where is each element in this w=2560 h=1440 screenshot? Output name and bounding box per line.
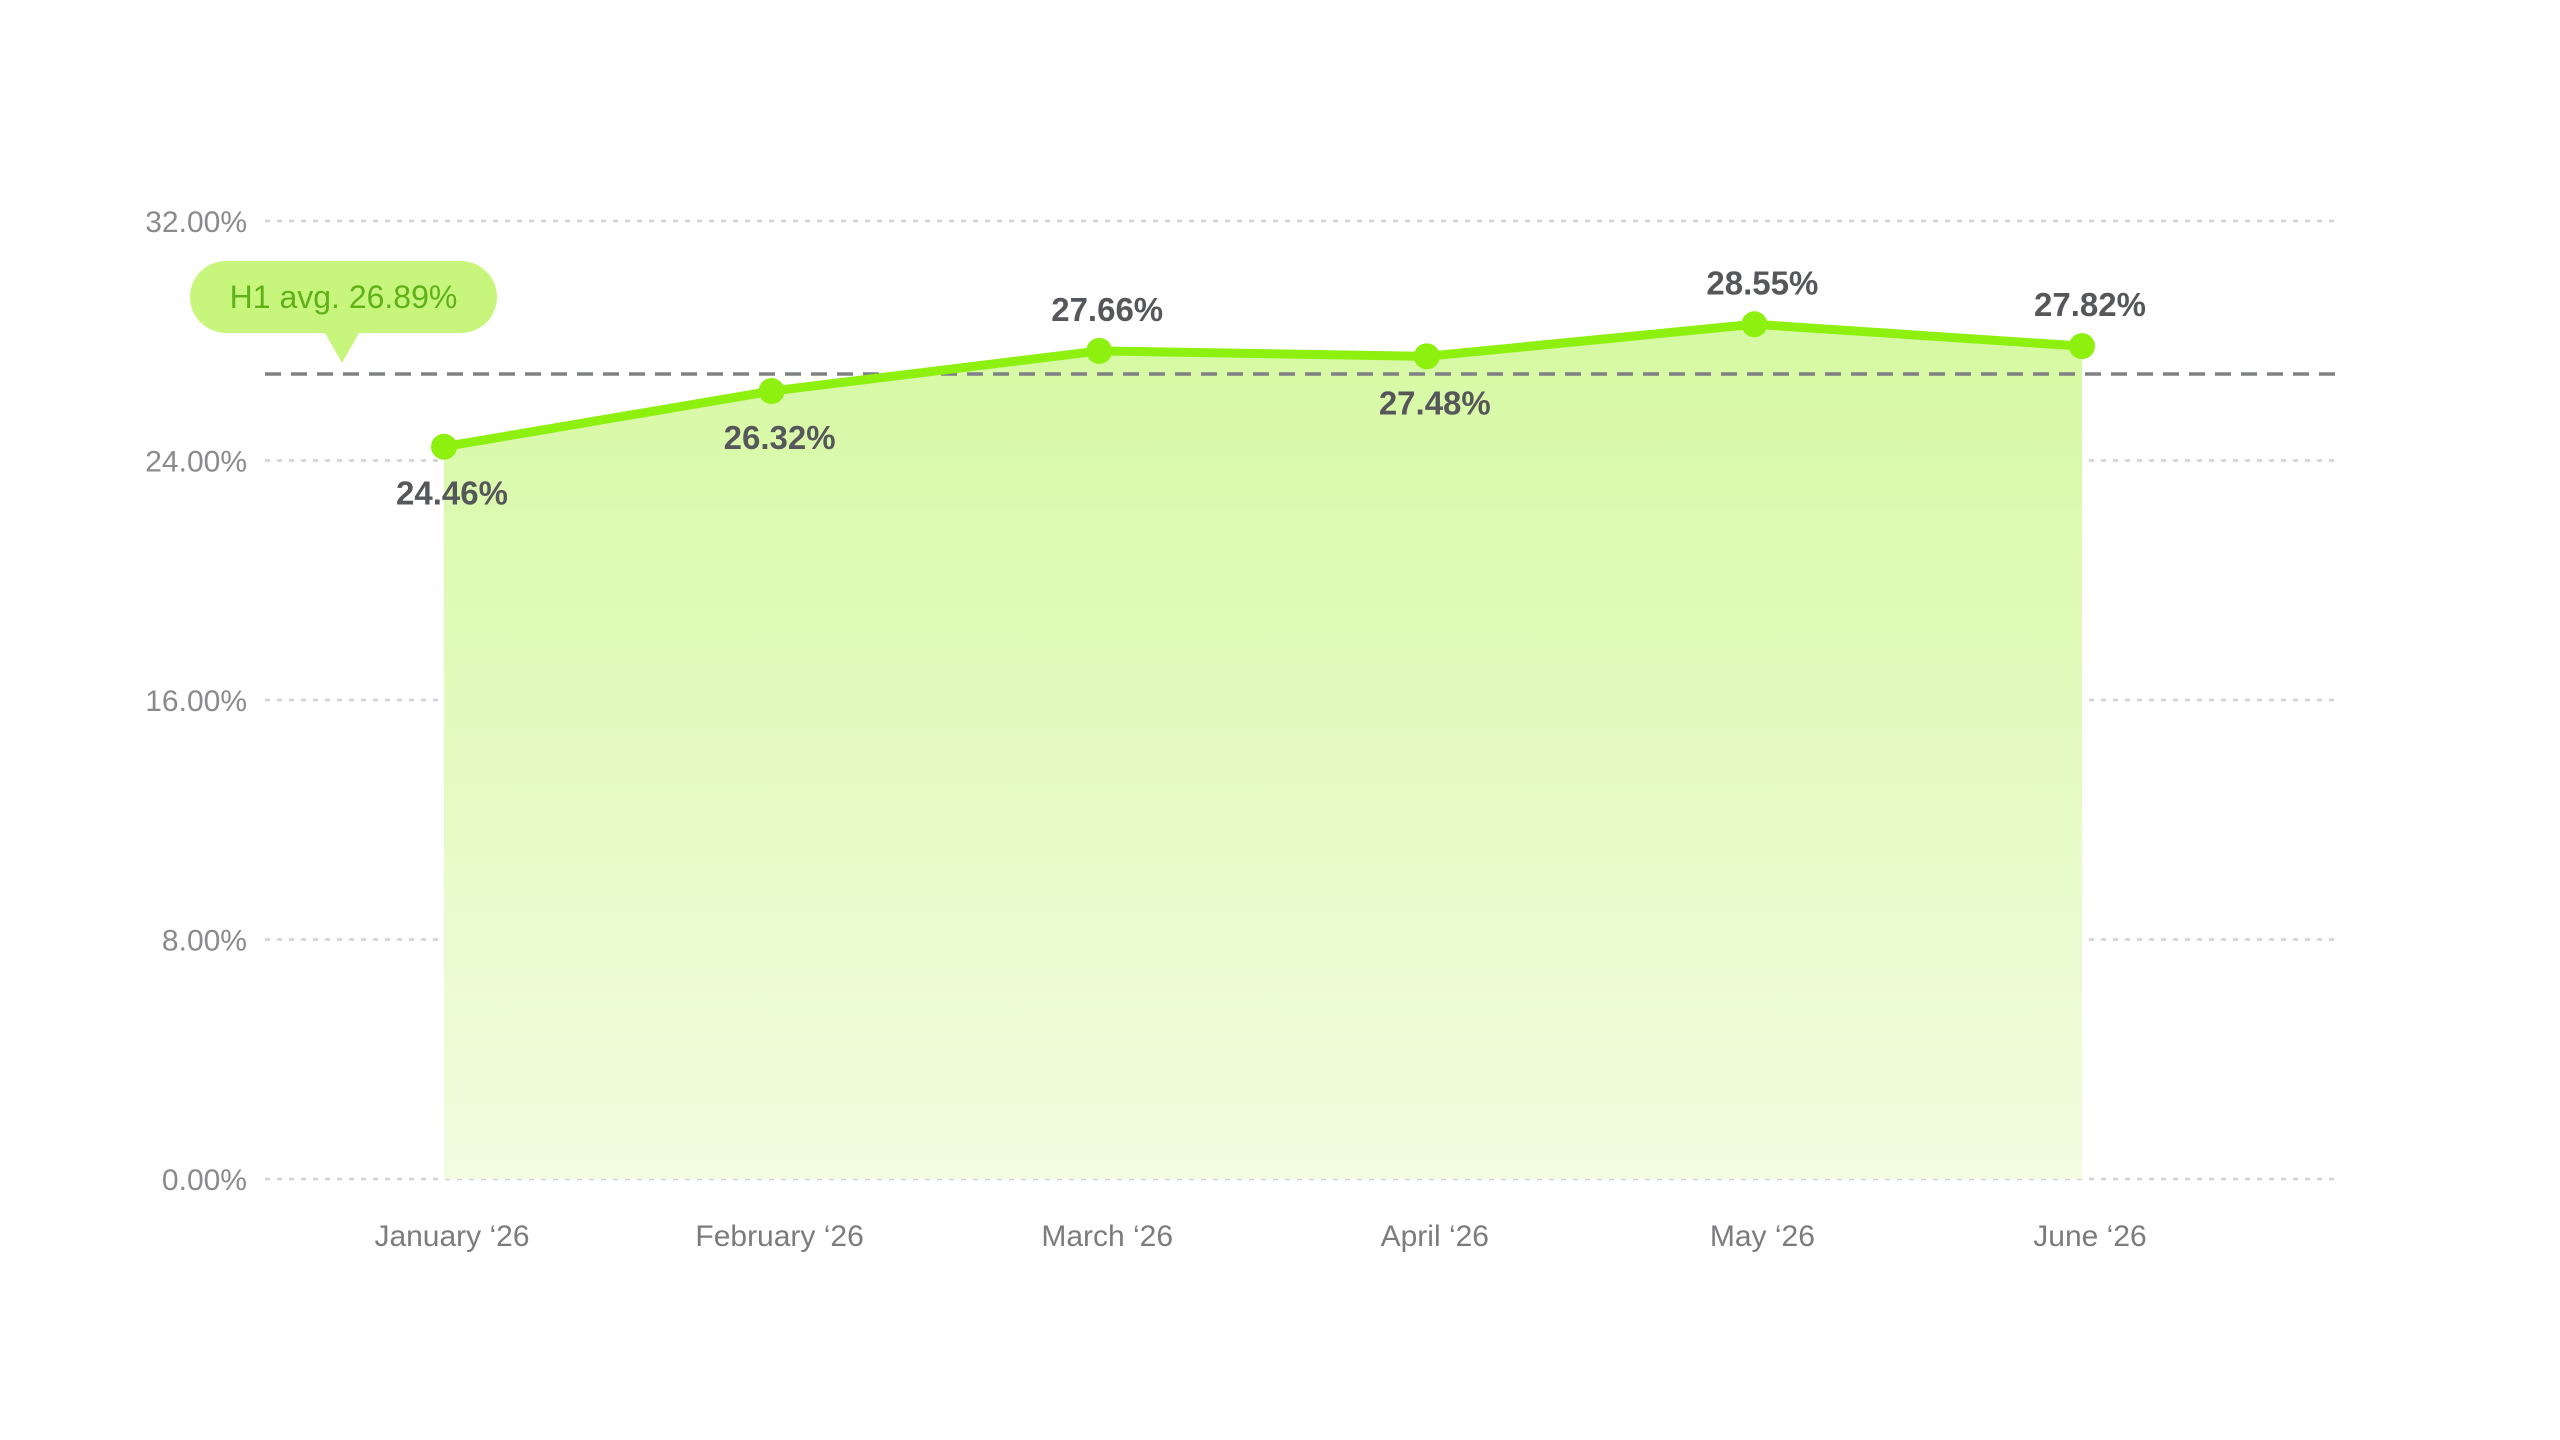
- y-axis-tick-labels: 0.00% 8.00% 16.00% 24.00% 32.00%: [145, 206, 247, 1197]
- data-label: 27.48%: [1379, 384, 1491, 421]
- data-label: 27.82%: [2034, 286, 2146, 323]
- x-axis-tick-labels: January ‘26 February ‘26 March ‘26 April ‘2…: [374, 1220, 2146, 1253]
- data-point: [1741, 311, 1768, 338]
- data-label: 28.55%: [1706, 264, 1818, 301]
- data-point: [1086, 337, 1113, 364]
- data-label: 26.32%: [724, 419, 836, 456]
- x-tick-label: June ‘26: [2033, 1220, 2146, 1253]
- series-points: [431, 311, 2095, 460]
- data-label: 27.66%: [1051, 291, 1163, 328]
- x-tick-label: January ‘26: [374, 1220, 529, 1253]
- x-tick-label: March ‘26: [1041, 1220, 1173, 1253]
- area-fill-layer: [444, 324, 2082, 1179]
- y-tick-label: 16.00%: [145, 685, 247, 718]
- series-line: [439, 319, 2087, 452]
- series-line-layer: [439, 319, 2087, 452]
- avg-badge: H1 avg. 26.89%: [190, 261, 497, 363]
- data-labels: 24.46% 26.32% 27.66% 27.48% 28.55% 27.82%: [396, 264, 2146, 511]
- x-tick-label: April ‘26: [1381, 1220, 1489, 1253]
- x-tick-label: May ‘26: [1710, 1220, 1815, 1253]
- y-tick-label: 0.00%: [162, 1164, 247, 1197]
- data-point: [2069, 333, 2095, 360]
- avg-badge-bubble: [190, 261, 497, 363]
- data-label: 24.46%: [396, 475, 508, 512]
- avg-badge-label: H1 avg. 26.89%: [230, 279, 458, 315]
- y-tick-label: 24.00%: [145, 446, 247, 479]
- area-fill: [444, 324, 2082, 1179]
- data-point: [1413, 343, 1440, 370]
- data-point: [431, 433, 457, 460]
- y-tick-label: 32.00%: [145, 206, 247, 239]
- data-point: [758, 378, 785, 405]
- x-tick-label: February ‘26: [695, 1220, 863, 1253]
- y-tick-label: 8.00%: [162, 925, 247, 958]
